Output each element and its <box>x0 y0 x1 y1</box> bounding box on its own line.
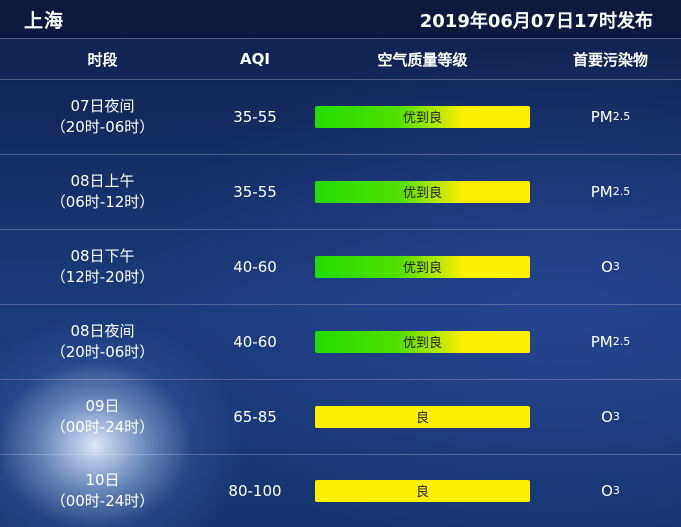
quality-bar: 良 <box>315 405 530 428</box>
quality-cell: 优到良 <box>305 154 540 229</box>
quality-bar: 优到良 <box>315 255 530 278</box>
period-cell: 08日上午 （06时-12时） <box>0 154 205 229</box>
period-cell: 07日夜间 （20时-06时） <box>0 79 205 154</box>
period-day: 09日 <box>85 396 120 415</box>
pollutant-subscript: 2.5 <box>612 110 631 123</box>
table-row: 07日夜间 （20时-06时） 35-55 优到良 PM 2.5 <box>0 79 681 155</box>
title-bar: 上海 2019年06月07日17时发布 <box>0 0 681 38</box>
period-day: 10日 <box>85 470 120 489</box>
quality-cell: 优到良 <box>305 229 540 304</box>
period-cell: 08日夜间 （20时-06时） <box>0 304 205 379</box>
column-header-pollutant: 首要污染物 <box>572 50 648 69</box>
city-name: 上海 <box>24 10 65 32</box>
aqi-range: 65-85 <box>233 407 277 426</box>
quality-cell: 优到良 <box>305 304 540 379</box>
pollutant-name: PM <box>590 182 613 201</box>
pollutant-name: PM <box>590 107 613 126</box>
column-header-period: 时段 <box>87 50 118 69</box>
table-row: 08日夜间 （20时-06时） 40-60 优到良 PM 2.5 <box>0 304 681 380</box>
pollutant-subscript: 3 <box>612 260 620 273</box>
pollutant-name: O <box>601 407 613 426</box>
period-hours: （06时-12时） <box>50 192 155 211</box>
quality-bar: 优到良 <box>315 105 530 128</box>
column-header-aqi: AQI <box>240 50 270 68</box>
table-row: 08日上午 （06时-12时） 35-55 优到良 PM 2.5 <box>0 154 681 230</box>
period-hours: （00时-24时） <box>50 417 155 436</box>
period-hours: （00时-24时） <box>50 491 155 510</box>
pollutant-cell: PM 2.5 <box>540 79 681 154</box>
period-cell: 08日下午 （12时-20时） <box>0 229 205 304</box>
pollutant-name: PM <box>590 332 613 351</box>
period-day: 08日下午 <box>70 246 135 265</box>
pollutant-name: O <box>601 257 613 276</box>
period-hours: （12时-20时） <box>50 267 155 286</box>
column-header-quality: 空气质量等级 <box>377 50 468 69</box>
quality-bar: 良 <box>315 479 530 502</box>
period-day: 08日上午 <box>70 171 135 190</box>
aqi-range: 35-55 <box>233 107 277 126</box>
aqi-range: 40-60 <box>233 257 277 276</box>
pollutant-subscript: 2.5 <box>612 185 631 198</box>
quality-cell: 优到良 <box>305 79 540 154</box>
period-hours: （20时-06时） <box>50 117 155 136</box>
period-cell: 10日 （00时-24时） <box>0 454 205 527</box>
quality-bar: 优到良 <box>315 330 530 353</box>
quality-cell: 良 <box>305 454 540 527</box>
period-hours: （20时-06时） <box>50 342 155 361</box>
pollutant-name: O <box>601 481 613 500</box>
aqi-range: 80-100 <box>228 481 282 500</box>
period-day: 07日夜间 <box>70 96 135 115</box>
pollutant-cell: PM 2.5 <box>540 304 681 379</box>
quality-cell: 良 <box>305 379 540 454</box>
period-cell: 09日 （00时-24时） <box>0 379 205 454</box>
aqi-range: 40-60 <box>233 332 277 351</box>
pollutant-cell: PM 2.5 <box>540 154 681 229</box>
pollutant-subscript: 3 <box>612 484 620 497</box>
pollutant-subscript: 2.5 <box>612 335 631 348</box>
pollutant-subscript: 3 <box>612 410 620 423</box>
release-time: 2019年06月07日17时发布 <box>419 11 653 32</box>
period-day: 08日夜间 <box>70 321 135 340</box>
quality-bar: 优到良 <box>315 180 530 203</box>
table-header: 时段 AQI 空气质量等级 首要污染物 <box>0 38 681 80</box>
aqi-range: 35-55 <box>233 182 277 201</box>
